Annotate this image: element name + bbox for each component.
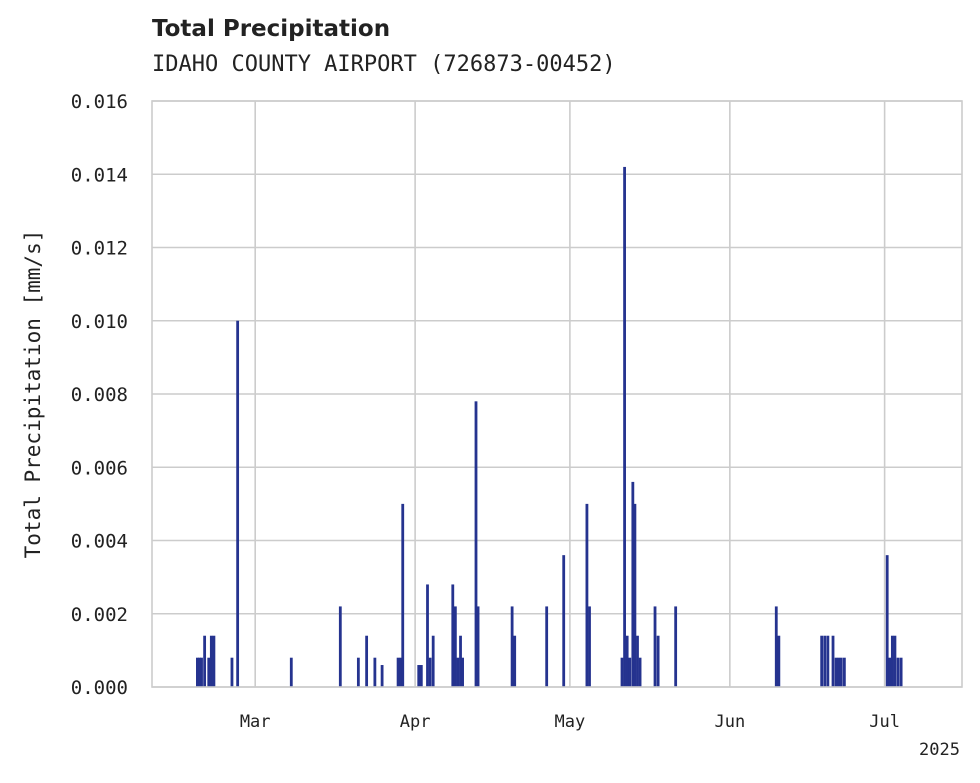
precip-bar (380, 665, 384, 687)
y-tick-label: 0.016 (71, 91, 128, 113)
precip-bar (837, 657, 841, 687)
precip-bar (426, 584, 429, 687)
x-tick-label: Mar (240, 712, 271, 732)
x-tick-label: Jul (869, 712, 900, 732)
x-tick-labels: Mar Apr May Jun Jul (240, 712, 900, 732)
y-tick-label: 0.008 (71, 384, 128, 406)
precip-bar (419, 665, 423, 687)
y-tick-label: 0.000 (71, 677, 128, 699)
precip-bar (513, 635, 517, 687)
grid-lines (152, 100, 962, 688)
year-label: 2025 (919, 740, 960, 760)
precip-bar (899, 657, 903, 687)
x-tick-label: Apr (400, 712, 431, 732)
precip-bar (196, 657, 199, 687)
precip-bar (399, 657, 403, 687)
y-tick-label: 0.010 (71, 311, 128, 333)
y-tick-labels: 0.000 0.002 0.004 0.006 0.008 0.010 0.012 0.014… (71, 91, 128, 699)
precip-bar (628, 657, 632, 687)
precip-bar (831, 635, 835, 687)
y-tick-label: 0.006 (71, 457, 128, 479)
x-tick-label: Jun (714, 712, 745, 732)
precip-bar (396, 657, 400, 687)
precip-bar (636, 635, 639, 687)
precip-bar (431, 635, 435, 687)
precip-bar (842, 657, 846, 687)
y-tick-label: 0.012 (71, 238, 128, 260)
bars (196, 166, 903, 688)
precip-bar (203, 635, 207, 687)
precip-bar (230, 657, 234, 687)
precip-bar (839, 657, 843, 687)
y-tick-label: 0.002 (71, 604, 128, 626)
precip-bar (638, 657, 642, 687)
precip-bar (777, 635, 781, 687)
chart-subtitle: IDAHO COUNTY AIRPORT (726873-00452) (152, 52, 616, 77)
precip-bar (631, 481, 635, 687)
precip-bar (461, 657, 464, 687)
y-axis-label: Total Precipitation [mm/s] (21, 230, 45, 559)
precip-bar (289, 657, 293, 687)
precip-bar (236, 320, 240, 687)
precip-bar (588, 606, 591, 687)
precip-bar (674, 606, 678, 687)
precip-bar (893, 635, 897, 687)
precip-bar (620, 657, 624, 687)
precip-bar (198, 657, 201, 687)
precip-bar (562, 555, 566, 687)
precip-bar (474, 401, 478, 687)
precip-bar (585, 503, 589, 687)
precip-bar (510, 606, 514, 687)
precip-bar (890, 635, 894, 687)
precip-bar (365, 635, 369, 687)
precip-bar (826, 635, 830, 687)
precip-bar (456, 657, 460, 687)
y-tick-label: 0.004 (71, 531, 128, 553)
chart-title: Total Precipitation (152, 16, 391, 42)
precip-bar (820, 635, 824, 687)
precip-bar (476, 606, 480, 687)
precip-bar (451, 584, 455, 687)
precip-bar (656, 635, 660, 687)
precip-bar (200, 657, 203, 687)
precip-bar (212, 635, 216, 687)
precip-bar (885, 555, 889, 687)
precip-bar (633, 503, 637, 687)
precip-bar (338, 606, 342, 687)
precip-bar (545, 606, 549, 687)
precip-bar (209, 635, 213, 687)
precip-bar (453, 606, 457, 687)
precip-bar (625, 635, 629, 687)
precip-bar (373, 657, 377, 687)
precip-bar (888, 657, 892, 687)
precip-bar (823, 635, 827, 687)
precip-bar (428, 657, 432, 687)
plot-frame (151, 100, 963, 688)
precip-bar (417, 665, 421, 687)
precip-bar (834, 657, 838, 687)
precip-bar (401, 503, 405, 687)
x-tick-label: May (555, 712, 586, 732)
precip-bar (896, 657, 900, 687)
precip-bar (207, 657, 211, 687)
y-tick-label: 0.014 (71, 164, 128, 186)
precip-bar (774, 606, 778, 687)
precip-bar (459, 635, 462, 687)
precip-bar (653, 606, 657, 687)
precip-bar (356, 657, 360, 687)
precip-bar (623, 166, 626, 688)
